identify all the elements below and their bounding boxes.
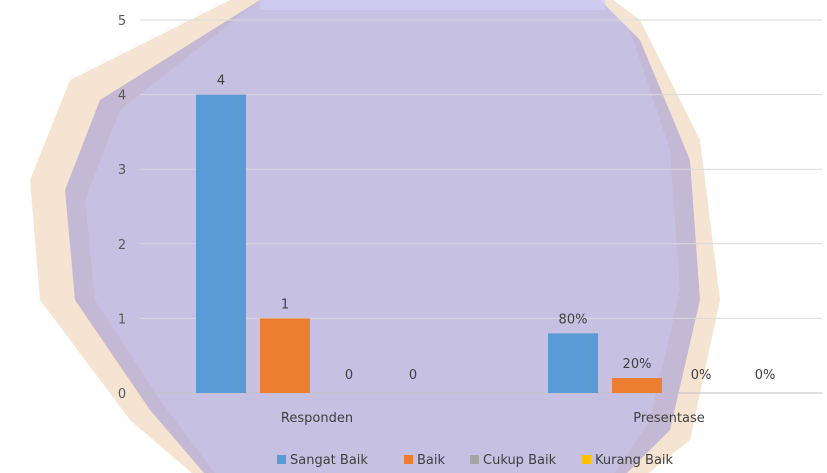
- bar: [196, 94, 246, 393]
- bar: [260, 318, 310, 393]
- legend-label: Baik: [417, 453, 445, 468]
- legend-label: Cukup Baik: [483, 453, 557, 468]
- y-tick-label: 2: [118, 238, 126, 253]
- legend-swatch: [582, 455, 591, 464]
- data-label: 0: [345, 368, 353, 383]
- data-label: 4: [217, 74, 225, 89]
- data-label: 80%: [559, 312, 588, 327]
- data-label: 1: [281, 297, 289, 312]
- bar: [612, 378, 662, 393]
- x-axis: Responden Presentase: [281, 411, 705, 426]
- legend: Sangat Baik Baik Cukup Baik Kurang Baik: [277, 453, 674, 468]
- data-label: 20%: [623, 357, 652, 372]
- data-label: 0: [409, 368, 417, 383]
- data-label: 0%: [755, 368, 776, 383]
- x-category-label: Presentase: [633, 411, 705, 426]
- y-tick-label: 5: [118, 14, 126, 29]
- legend-label: Kurang Baik: [595, 453, 674, 468]
- legend-swatch: [470, 455, 479, 464]
- legend-swatch: [277, 455, 286, 464]
- data-labels: 4 1 0 0 80% 20% 0% 0%: [217, 74, 775, 383]
- y-tick-label: 0: [118, 387, 126, 402]
- legend-swatch: [404, 455, 413, 464]
- legend-label: Sangat Baik: [290, 453, 368, 468]
- y-axis: 0 1 2 3 4 5: [118, 14, 126, 402]
- y-tick-label: 3: [118, 163, 126, 178]
- bars: [196, 94, 662, 393]
- y-tick-label: 1: [118, 312, 126, 327]
- data-label: 0%: [691, 368, 712, 383]
- gridlines: [140, 19, 822, 394]
- x-category-label: Responden: [281, 411, 353, 426]
- y-tick-label: 4: [118, 89, 126, 104]
- bar: [548, 333, 598, 393]
